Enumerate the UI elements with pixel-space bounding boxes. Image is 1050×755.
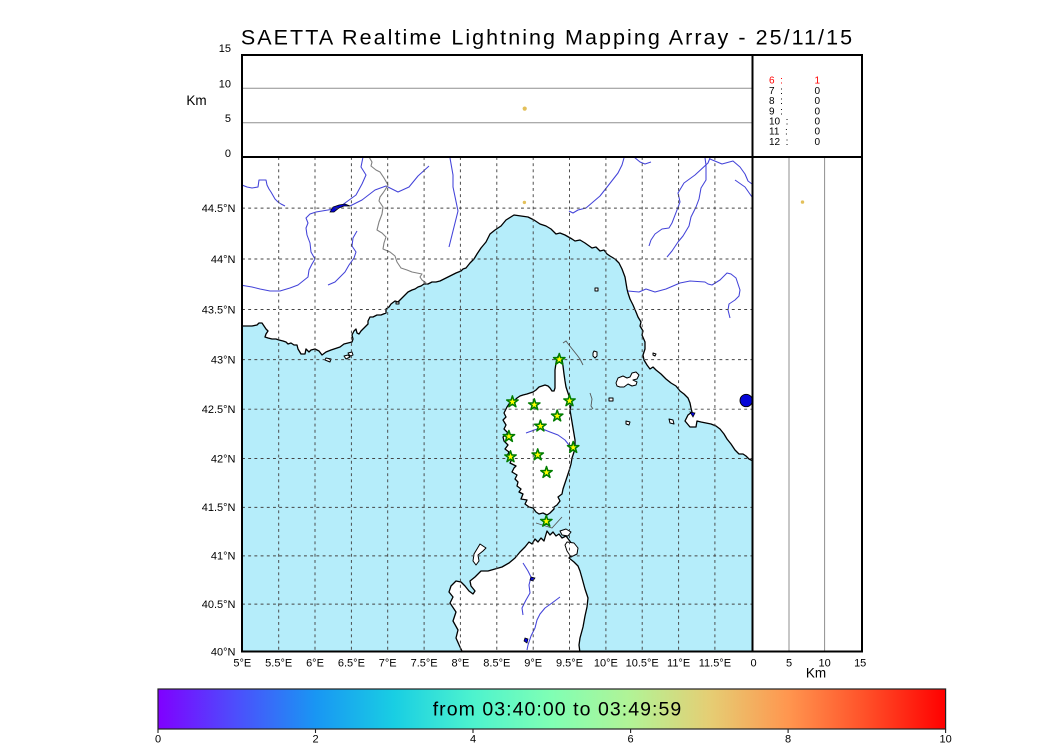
- svg-text:6.5°E: 6.5°E: [338, 658, 365, 670]
- svg-text:41°N: 41°N: [211, 551, 236, 563]
- svg-text:0: 0: [750, 658, 756, 670]
- svg-text:2: 2: [312, 734, 318, 746]
- svg-text:0: 0: [814, 106, 820, 117]
- svg-text:5: 5: [786, 658, 792, 670]
- svg-text:43.5°N: 43.5°N: [202, 304, 236, 316]
- svg-text:from 03:40:00 to 03:49:59: from 03:40:00 to 03:49:59: [433, 698, 683, 720]
- svg-text:5: 5: [225, 113, 231, 125]
- svg-text:9°E: 9°E: [524, 658, 542, 670]
- svg-text:0: 0: [814, 96, 820, 107]
- svg-text:Km: Km: [806, 666, 826, 681]
- svg-text:4: 4: [470, 734, 476, 746]
- svg-text:10.5°E: 10.5°E: [626, 658, 659, 670]
- svg-text:1: 1: [814, 76, 820, 87]
- svg-text:10: 10: [818, 658, 830, 670]
- svg-text:40°N: 40°N: [211, 647, 236, 659]
- svg-text:8.5°E: 8.5°E: [483, 658, 510, 670]
- svg-text:15: 15: [219, 43, 231, 55]
- svg-text:11.5°E: 11.5°E: [699, 658, 731, 670]
- svg-text:5.5°E: 5.5°E: [265, 658, 292, 670]
- svg-text:7°E: 7°E: [379, 658, 397, 670]
- svg-text:0: 0: [814, 86, 820, 97]
- svg-text:0: 0: [814, 117, 820, 128]
- svg-text:42.5°N: 42.5°N: [202, 404, 236, 416]
- svg-text:6 :: 6 :: [769, 76, 783, 87]
- svg-text:44°N: 44°N: [211, 254, 236, 266]
- svg-text:SAETTA Realtime Lightning Mapp: SAETTA Realtime Lightning Mapping Array …: [241, 26, 854, 50]
- svg-text:9 :: 9 :: [769, 106, 783, 117]
- svg-text:7 :: 7 :: [769, 86, 783, 97]
- svg-text:6°E: 6°E: [306, 658, 324, 670]
- svg-text:12 :: 12 :: [769, 137, 788, 148]
- svg-text:10: 10: [219, 79, 231, 91]
- svg-text:8°E: 8°E: [451, 658, 469, 670]
- svg-text:0: 0: [814, 137, 820, 148]
- svg-text:8 :: 8 :: [769, 96, 783, 107]
- svg-text:10°E: 10°E: [594, 658, 618, 670]
- svg-text:7.5°E: 7.5°E: [411, 658, 438, 670]
- svg-text:10: 10: [939, 734, 951, 746]
- svg-text:11 :: 11 :: [769, 127, 788, 138]
- svg-text:8: 8: [785, 734, 791, 746]
- svg-text:5°E: 5°E: [233, 658, 251, 670]
- svg-text:Km: Km: [186, 93, 206, 108]
- svg-text:44.5°N: 44.5°N: [202, 203, 236, 215]
- svg-text:10 :: 10 :: [769, 117, 788, 128]
- svg-text:0: 0: [155, 734, 161, 746]
- svg-text:15: 15: [854, 658, 866, 670]
- svg-text:0: 0: [225, 148, 231, 160]
- svg-text:6: 6: [628, 734, 634, 746]
- svg-text:42°N: 42°N: [211, 453, 236, 465]
- svg-text:11°E: 11°E: [667, 658, 690, 670]
- svg-text:43°N: 43°N: [211, 354, 236, 366]
- svg-text:9.5°E: 9.5°E: [556, 658, 583, 670]
- svg-text:0: 0: [814, 127, 820, 138]
- svg-text:41.5°N: 41.5°N: [202, 502, 236, 514]
- svg-text:40.5°N: 40.5°N: [202, 599, 236, 611]
